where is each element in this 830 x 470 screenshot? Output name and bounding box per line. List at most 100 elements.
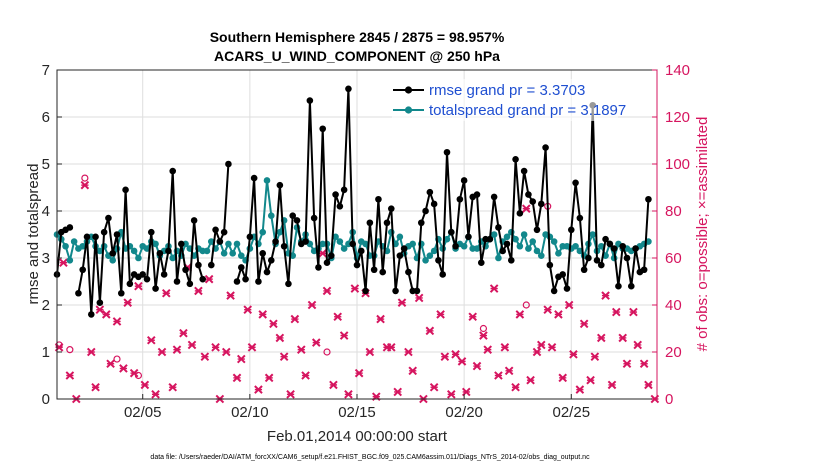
rmse-point bbox=[139, 271, 147, 278]
x-axis-label: Feb.01,2014 00:00:00 start bbox=[267, 428, 448, 445]
legend: rmse grand pr = 3.3703 totalspread grand… bbox=[392, 79, 626, 121]
totalspread-point bbox=[589, 231, 597, 238]
rmse-point bbox=[100, 228, 108, 236]
rmse-point bbox=[550, 287, 558, 295]
rmse-point bbox=[173, 278, 181, 285]
rmse-point bbox=[563, 285, 571, 292]
obs-assimilated-marker bbox=[275, 333, 285, 343]
obs-assimilated-marker bbox=[639, 359, 649, 369]
totalspread-point bbox=[503, 233, 511, 241]
rmse-point bbox=[152, 285, 159, 292]
rmse-point bbox=[507, 257, 515, 264]
rmse-point bbox=[447, 228, 455, 236]
rmse-point bbox=[640, 266, 648, 274]
rmse-point bbox=[537, 200, 545, 208]
rmse-point bbox=[237, 264, 245, 271]
rmse-point bbox=[255, 278, 262, 285]
rmse-point bbox=[340, 186, 348, 194]
obs-possible-marker bbox=[522, 301, 530, 309]
obs-assimilated-marker bbox=[134, 281, 143, 291]
obs-assimilated-marker bbox=[243, 305, 253, 315]
obs-assimilated-marker bbox=[101, 310, 111, 319]
obs-assimilated-marker bbox=[211, 342, 220, 352]
obs-assimilated-marker bbox=[157, 347, 167, 357]
obs-assimilated-marker bbox=[446, 389, 456, 399]
rmse-point bbox=[186, 280, 194, 288]
rmse-point bbox=[147, 228, 155, 236]
obs-assimilated-marker bbox=[579, 319, 589, 329]
rmse-point bbox=[117, 289, 125, 297]
obs-assimilated-marker bbox=[290, 314, 300, 324]
x-tick-label: 02/10 bbox=[231, 404, 269, 421]
obs-assimilated-marker bbox=[590, 352, 600, 362]
rmse-point bbox=[169, 167, 177, 175]
legend-background bbox=[392, 79, 618, 121]
rmse-point bbox=[533, 226, 541, 234]
totalspread-point bbox=[233, 240, 241, 248]
totalspread-point bbox=[237, 252, 245, 259]
rmse-point bbox=[632, 245, 639, 252]
obs-assimilated-marker bbox=[194, 286, 203, 296]
obs-assimilated-marker bbox=[547, 342, 557, 352]
obs-assimilated-marker bbox=[307, 300, 317, 310]
rmse-point bbox=[529, 198, 537, 205]
obs-assimilated-marker bbox=[232, 373, 242, 383]
totalspread-point bbox=[426, 252, 434, 259]
obs-assimilated-marker bbox=[95, 305, 105, 315]
obs-assimilated-marker bbox=[354, 368, 364, 378]
rmse-point bbox=[610, 245, 618, 252]
rmse-point bbox=[383, 219, 391, 227]
obs-assimilated-marker bbox=[457, 357, 467, 366]
totalspread-point bbox=[109, 257, 117, 264]
y-left-tick-label: 4 bbox=[42, 203, 50, 220]
rmse-point bbox=[396, 252, 404, 259]
x-tick-label: 02/20 bbox=[445, 404, 483, 421]
obs-assimilated-marker bbox=[296, 345, 306, 354]
rmse-point bbox=[597, 261, 605, 269]
obs-assimilated-marker bbox=[339, 331, 349, 340]
y-right-tick-label: 20 bbox=[665, 344, 682, 361]
rmse-point bbox=[267, 257, 275, 264]
obs-assimilated-marker bbox=[500, 342, 510, 352]
obs-assimilated-marker bbox=[397, 298, 407, 307]
totalspread-point bbox=[70, 238, 78, 245]
obs-assimilated-marker bbox=[569, 350, 578, 359]
totalspread-point bbox=[263, 177, 271, 184]
totalspread-point bbox=[229, 250, 237, 257]
rmse-point bbox=[353, 261, 361, 269]
obs-assimilated-marker bbox=[247, 342, 257, 352]
rmse-point bbox=[413, 287, 421, 295]
totalspread-point bbox=[336, 238, 344, 245]
y-right-tick-label: 100 bbox=[665, 156, 690, 173]
totalspread-point bbox=[225, 240, 232, 248]
rmse-point bbox=[182, 266, 189, 274]
obs-assimilated-marker bbox=[322, 286, 332, 296]
rmse-point bbox=[366, 219, 374, 227]
obs-assimilated-marker bbox=[532, 347, 542, 357]
totalspread-point bbox=[259, 228, 267, 236]
totalspread-point bbox=[340, 245, 348, 252]
obs-assimilated-marker bbox=[629, 307, 638, 317]
rmse-point bbox=[417, 219, 425, 227]
obs-assimilated-marker bbox=[269, 319, 278, 329]
y-left-tick-label: 2 bbox=[42, 297, 50, 314]
rmse-point bbox=[272, 238, 279, 245]
totalspread-point bbox=[430, 247, 438, 255]
totalspread-point bbox=[490, 231, 498, 238]
totalspread-point bbox=[422, 257, 429, 264]
obs-assimilated-marker bbox=[436, 310, 445, 319]
totalspread-point bbox=[533, 247, 541, 255]
rmse-point bbox=[143, 275, 151, 283]
rmse-point bbox=[477, 259, 485, 267]
totalspread-point bbox=[555, 250, 562, 257]
rmse-point bbox=[165, 247, 172, 255]
rmse-point bbox=[627, 282, 635, 290]
rmse-point bbox=[246, 233, 254, 241]
y-left-tick-label: 7 bbox=[42, 62, 50, 79]
obs-assimilated-marker bbox=[558, 373, 568, 383]
rmse-point bbox=[122, 186, 129, 194]
rmse-point bbox=[585, 254, 592, 262]
rmse-point bbox=[195, 261, 202, 269]
rmse-point bbox=[520, 167, 528, 175]
